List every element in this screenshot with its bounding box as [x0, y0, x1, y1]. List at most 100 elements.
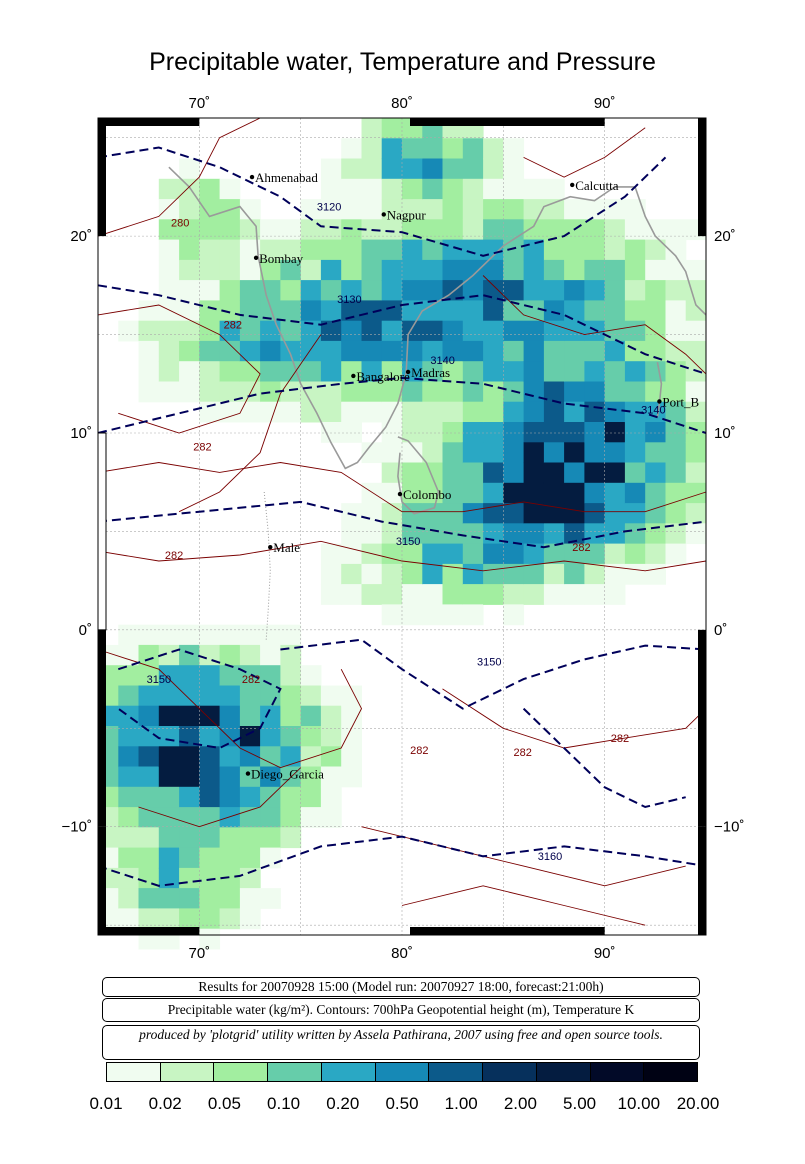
coastline [168, 166, 707, 640]
legend-ticks: 0.01 0.02 0.05 0.10 0.20 0.50 1.00 2.00 5.00 10.0… [89, 1094, 719, 1118]
lon-tick-bottom: 90˚ [594, 945, 616, 962]
pw-cell [543, 584, 565, 605]
pw-cell [381, 280, 403, 301]
pw-cell [118, 746, 140, 768]
pw-cell [503, 604, 525, 626]
lat-tick-left: 10˚ [70, 425, 92, 442]
lat-tick-left: 0˚ [79, 622, 92, 639]
precipitable-water-grid [98, 118, 707, 950]
pw-cell [422, 280, 444, 301]
lon-tick-top: 70˚ [188, 95, 210, 112]
pw-cell [483, 158, 504, 180]
legend-tick-label: 0.20 [326, 1094, 360, 1113]
pw-cell [300, 726, 322, 747]
pw-cell [341, 705, 362, 727]
pw-cell [564, 523, 585, 545]
pw-cell [381, 563, 403, 585]
pw-cell [402, 178, 423, 200]
pw-cell [138, 644, 160, 666]
pw-cell [462, 340, 484, 362]
pw-cell [118, 705, 140, 727]
pw-cell [645, 422, 666, 443]
pw-cell [564, 401, 585, 423]
pw-cell [219, 726, 241, 747]
pw-cell [442, 340, 464, 362]
pw-cell [341, 422, 362, 443]
pw-cell [422, 584, 444, 605]
pw-cell [584, 320, 606, 342]
pw-cell [138, 300, 160, 322]
contour-label: 3160 [538, 851, 562, 863]
pw-cell [685, 503, 707, 524]
pw-cell [341, 178, 362, 200]
legend-swatch [160, 1063, 215, 1081]
pw-cell [381, 158, 403, 180]
pw-cell [503, 239, 525, 261]
pw-cell [402, 340, 423, 362]
pw-cell [442, 503, 464, 524]
pw-cell [381, 340, 403, 362]
pw-cell [523, 280, 545, 301]
pw-cell [381, 239, 403, 261]
pw-cell [118, 888, 140, 909]
height-contour [97, 835, 707, 887]
pw-cell [199, 280, 221, 301]
pw-cell [462, 158, 484, 180]
pw-cell [422, 361, 444, 382]
pw-cell [402, 158, 423, 180]
contour-label: 3130 [337, 294, 361, 306]
pw-cell [442, 563, 464, 585]
pw-cell [260, 320, 281, 342]
pw-cell [624, 503, 646, 524]
pw-cell [219, 665, 241, 686]
pw-cell [442, 158, 464, 180]
pw-cell [422, 300, 444, 322]
pw-cell [381, 138, 403, 160]
pw-cell [280, 746, 302, 768]
pw-cell [422, 381, 444, 403]
lon-tick-bottom: 80˚ [391, 945, 413, 962]
pw-cell [239, 726, 261, 747]
pw-cell [199, 340, 221, 362]
map-frame [97, 117, 707, 936]
pw-cell [199, 888, 221, 909]
pw-cell [422, 239, 444, 261]
pw-cell [645, 219, 666, 241]
pw-cell [604, 381, 626, 403]
pw-cell [320, 259, 342, 281]
pw-cell [320, 158, 342, 180]
pw-cell [503, 158, 525, 180]
pw-cell [320, 766, 342, 788]
pw-cell [483, 239, 504, 261]
pw-cell [462, 300, 484, 322]
pw-cell [341, 523, 362, 545]
temperature-contour [178, 334, 322, 513]
contour-label: 3120 [317, 202, 341, 214]
pw-cell [239, 867, 261, 889]
pw-cell [685, 401, 707, 423]
pw-cell [280, 786, 302, 808]
temperature-contour [401, 885, 646, 926]
pw-cell [604, 442, 626, 464]
pw-cell [645, 320, 666, 342]
pw-cell [239, 888, 261, 909]
pw-cell [239, 685, 261, 707]
pw-cell [260, 726, 281, 747]
legend-swatch [590, 1063, 645, 1081]
pw-cell [503, 340, 525, 362]
pw-cell [260, 888, 281, 909]
pw-cell [320, 705, 342, 727]
pw-cell [442, 320, 464, 342]
pw-cell [280, 644, 302, 666]
pw-cell [523, 178, 545, 200]
pw-cell [645, 543, 666, 565]
pw-cell [199, 786, 221, 808]
pw-cell [280, 827, 302, 849]
pw-cell [219, 300, 241, 322]
pw-cell [483, 300, 504, 322]
pw-cell [483, 280, 504, 301]
pw-cell [523, 422, 545, 443]
pw-cell [300, 219, 322, 241]
pw-cell [158, 705, 180, 727]
pw-cell [645, 239, 666, 261]
